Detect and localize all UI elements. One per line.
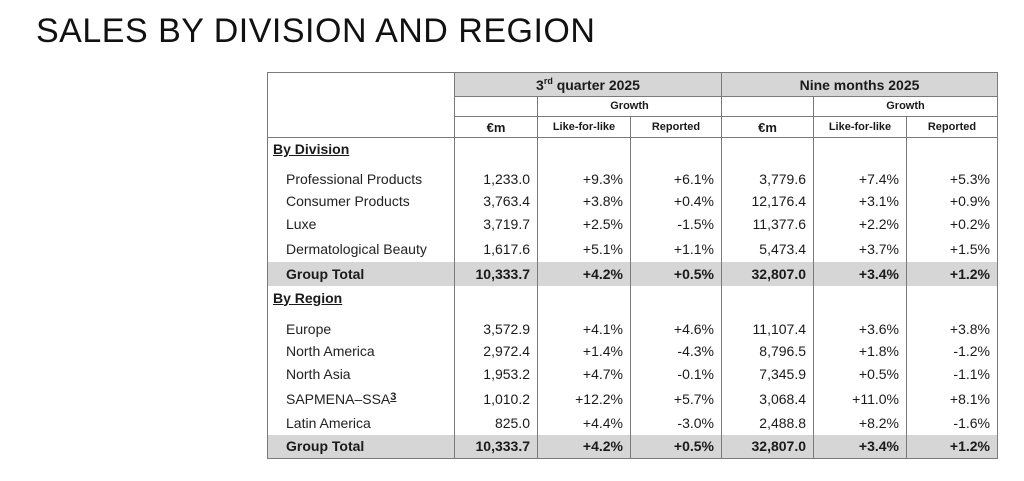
table-row: SAPMENA–SSA3 1,010.2 +12.2% +5.7% 3,068.… bbox=[267, 386, 998, 411]
table-row: Professional Products 1,233.0 +9.3% +6.1… bbox=[267, 167, 998, 190]
header-blank-nm bbox=[721, 96, 814, 117]
page-title: SALES BY DIVISION AND REGION bbox=[36, 12, 596, 50]
table-row: North America 2,972.4 +1.4% -4.3% 8,796.… bbox=[267, 339, 998, 362]
header-unit-nm: €m bbox=[721, 116, 814, 138]
header-lfl-q3: Like-for-like bbox=[537, 116, 631, 138]
footnote-marker: 3 bbox=[390, 390, 397, 403]
header-reported-nm: Reported bbox=[906, 116, 998, 138]
group-total-division: Group Total 10,333.7 +4.2% +0.5% 32,807.… bbox=[267, 261, 998, 286]
header-lfl-nm: Like-for-like bbox=[813, 116, 907, 138]
table-row: Latin America 825.0 +4.4% -3.0% 2,488.8 … bbox=[267, 410, 998, 435]
table-row: Dermatological Beauty 1,617.6 +5.1% +1.1… bbox=[267, 236, 998, 262]
header-blank-q3 bbox=[454, 96, 538, 117]
section-heading-region: By Region bbox=[267, 285, 455, 310]
header-unit-q3: €m bbox=[454, 116, 538, 138]
table-row: Consumer Products 3,763.4 +3.8% +0.4% 12… bbox=[267, 189, 998, 212]
sales-table: 3rd quarter 2025 Nine months 2025 Growth… bbox=[267, 72, 998, 459]
header-corner bbox=[267, 72, 455, 138]
table-row: Luxe 3,719.7 +2.5% -1.5% 11,377.6 +2.2% … bbox=[267, 211, 998, 237]
header-reported-q3: Reported bbox=[630, 116, 722, 138]
table-row: North Asia 1,953.2 +4.7% -0.1% 7,345.9 +… bbox=[267, 361, 998, 387]
header-nine-months: Nine months 2025 bbox=[721, 72, 998, 97]
table-row: Europe 3,572.9 +4.1% +4.6% 11,107.4 +3.6… bbox=[267, 317, 998, 340]
header-growth-q3: Growth bbox=[537, 96, 722, 117]
group-total-region: Group Total 10,333.7 +4.2% +0.5% 32,807.… bbox=[267, 434, 998, 459]
header-q3: 3rd quarter 2025 bbox=[454, 72, 722, 97]
section-heading-division: By Division bbox=[267, 137, 455, 160]
header-growth-nm: Growth bbox=[813, 96, 998, 117]
